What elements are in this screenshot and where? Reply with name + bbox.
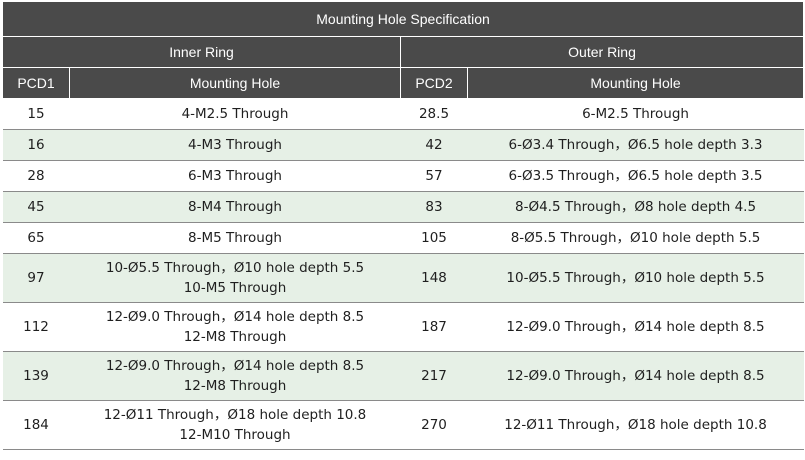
inner-mounting-hole-cell: 4-M3 Through: [69, 129, 401, 161]
pcd2-header: PCD2: [400, 67, 468, 99]
outer-mounting-hole-cell: 12-Ø9.0 Through，Ø14 hole depth 8.5: [467, 302, 804, 352]
table-title: Mounting Hole Specification: [1, 2, 805, 37]
outer-mounting-hole-cell: 6-M2.5 Through: [467, 98, 804, 130]
outer-mounting-hole-cell: 8-Ø5.5 Through，Ø10 hole depth 5.5: [467, 222, 804, 254]
inner-mounting-hole-cell: 6-M3 Through: [69, 160, 401, 192]
outer-mounting-hole-cell: 12-Ø11 Through，Ø18 hole depth 10.8: [467, 400, 804, 450]
inner-mounting-hole-line: 6-M3 Through: [188, 168, 282, 184]
pcd2-cell: 42: [400, 129, 468, 161]
outer-mounting-hole-header: Mounting Hole: [466, 67, 805, 99]
pcd2-cell: 57: [400, 160, 468, 192]
table-row: 45 8-M4 Through 83 8-Ø4.5 Through，Ø8 hole d…: [2, 191, 804, 223]
inner-mounting-hole-line: 8-M5 Through: [188, 230, 282, 246]
table-row: 16 4-M3 Through 42 6-Ø3.4 Through，Ø6.5 hole…: [2, 129, 804, 161]
pcd1-cell: 139: [2, 351, 70, 401]
inner-ring-header: Inner Ring: [2, 36, 401, 68]
inner-mounting-hole-line: 12-Ø9.0 Through，Ø14 hole depth 8.5: [105, 309, 365, 325]
pcd1-cell: 28: [2, 160, 70, 192]
pcd1-cell: 112: [2, 302, 70, 352]
inner-mounting-hole-header: Mounting Hole: [69, 67, 401, 99]
inner-mounting-hole-cell: 8-M5 Through: [69, 222, 401, 254]
inner-mounting-hole-line: 4-M3 Through: [188, 137, 282, 153]
inner-mounting-hole-cell: 8-M4 Through: [69, 191, 401, 223]
column-header-row: PCD1 Mounting Hole PCD2 Mounting Hole: [2, 67, 805, 99]
inner-mounting-hole-line: 12-M10 Through: [179, 427, 291, 443]
pcd1-header: PCD1: [2, 67, 70, 99]
inner-mounting-hole-cell: 4-M2.5 Through: [69, 98, 401, 130]
inner-mounting-hole-cell: 12-Ø11 Through，Ø18 hole depth 10.8 12-M10…: [69, 400, 401, 450]
pcd2-cell: 28.5: [400, 98, 468, 130]
inner-mounting-hole-line: 4-M2.5 Through: [181, 106, 289, 122]
outer-mounting-hole-cell: 6-Ø3.5 Through，Ø6.5 hole depth 3.5: [467, 160, 804, 192]
inner-mounting-hole-line: 12-Ø9.0 Through，Ø14 hole depth 8.5: [105, 358, 365, 374]
inner-mounting-hole-line: 12-M8 Through: [183, 378, 287, 394]
outer-ring-header: Outer Ring: [399, 36, 805, 68]
group-header-row: Inner Ring Outer Ring: [2, 36, 805, 68]
outer-mounting-hole-cell: 12-Ø9.0 Through，Ø14 hole depth 8.5: [467, 351, 804, 401]
pcd2-cell: 270: [400, 400, 468, 450]
mounting-hole-spec-table: Mounting Hole Specification Inner Ring O…: [1, 2, 805, 450]
inner-mounting-hole-line: 10-M5 Through: [183, 280, 287, 296]
pcd1-cell: 45: [2, 191, 70, 223]
inner-mounting-hole-cell: 12-Ø9.0 Through，Ø14 hole depth 8.5 12-M8 …: [69, 351, 401, 401]
inner-mounting-hole-line: 10-Ø5.5 Through，Ø10 hole depth 5.5: [105, 260, 365, 276]
table-header: Mounting Hole Specification Inner Ring O…: [1, 2, 805, 99]
pcd1-cell: 15: [2, 98, 70, 130]
outer-mounting-hole-cell: 6-Ø3.4 Through，Ø6.5 hole depth 3.3: [467, 129, 804, 161]
pcd1-cell: 97: [2, 253, 70, 303]
outer-mounting-hole-cell: 10-Ø5.5 Through，Ø10 hole depth 5.5: [467, 253, 804, 303]
pcd1-cell: 184: [2, 400, 70, 450]
inner-mounting-hole-cell: 10-Ø5.5 Through，Ø10 hole depth 5.5 10-M5 …: [69, 253, 401, 303]
pcd2-cell: 187: [400, 302, 468, 352]
inner-mounting-hole-cell: 12-Ø9.0 Through，Ø14 hole depth 8.5 12-M8 …: [69, 302, 401, 352]
inner-mounting-hole-line: 12-Ø11 Through，Ø18 hole depth 10.8: [103, 407, 367, 423]
pcd1-cell: 65: [2, 222, 70, 254]
table-row: 112 12-Ø9.0 Through，Ø14 hole depth 8.5 12-…: [2, 302, 804, 352]
pcd1-cell: 16: [2, 129, 70, 161]
inner-mounting-hole-line: 12-M8 Through: [183, 329, 287, 345]
table-row: 28 6-M3 Through 57 6-Ø3.5 Through，Ø6.5 hole…: [2, 160, 804, 192]
outer-mounting-hole-cell: 8-Ø4.5 Through，Ø8 hole depth 4.5: [467, 191, 804, 223]
table-body: 15 4-M2.5 Through 28.5 6-M2.5 Through 16 4-M3…: [2, 98, 804, 450]
table-row: 184 12-Ø11 Through，Ø18 hole depth 10.8 12-…: [2, 400, 804, 450]
inner-mounting-hole-line: 8-M4 Through: [188, 199, 282, 215]
pcd2-cell: 217: [400, 351, 468, 401]
table-row: 139 12-Ø9.0 Through，Ø14 hole depth 8.5 12-…: [2, 351, 804, 401]
pcd2-cell: 83: [400, 191, 468, 223]
table-row: 97 10-Ø5.5 Through，Ø10 hole depth 5.5 10-M…: [2, 253, 804, 303]
pcd2-cell: 105: [400, 222, 468, 254]
table-row: 15 4-M2.5 Through 28.5 6-M2.5 Through: [2, 98, 804, 130]
table-row: 65 8-M5 Through 105 8-Ø5.5 Through，Ø10 hole…: [2, 222, 804, 254]
pcd2-cell: 148: [400, 253, 468, 303]
title-row: Mounting Hole Specification: [1, 2, 805, 37]
